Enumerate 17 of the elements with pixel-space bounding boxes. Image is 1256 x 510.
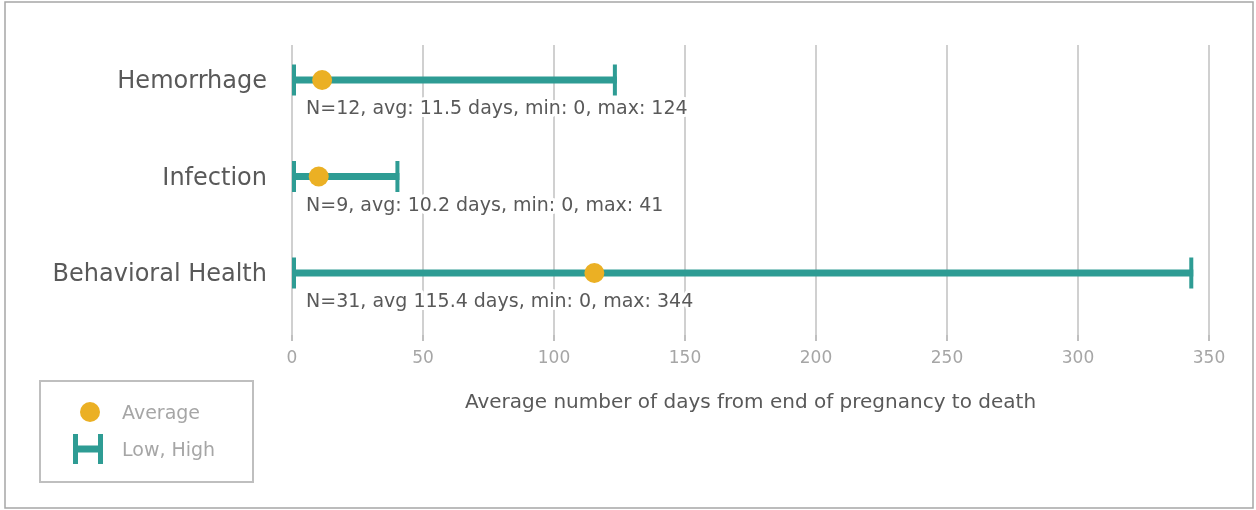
annotation: N=12, avg: 11.5 days, min: 0, max: 124 <box>306 96 688 118</box>
x-tick-label: 250 <box>930 347 964 367</box>
annotation: N=31, avg 115.4 days, min: 0, max: 344 <box>306 289 694 311</box>
x-tick-label: 150 <box>668 347 702 367</box>
x-tick-label: 0 <box>286 347 298 367</box>
legend-label: Average <box>122 401 201 423</box>
y-tick-label: Behavioral Health <box>52 259 267 287</box>
y-tick-label: Infection <box>162 162 267 191</box>
legend-label: Low, High <box>122 438 216 460</box>
x-tick-label: 50 <box>412 347 434 367</box>
annotation: N=9, avg: 10.2 days, min: 0, max: 41 <box>306 192 664 215</box>
x-tick-label: 300 <box>1061 347 1095 367</box>
x-tick-label: 350 <box>1192 347 1226 367</box>
x-tick-label: 100 <box>537 347 571 367</box>
x-tick-label: 200 <box>799 347 833 367</box>
y-tick-label: Hemorrhage <box>117 66 267 94</box>
x-axis-title: Average number of days from end of pregnancy to death <box>464 389 1037 413</box>
